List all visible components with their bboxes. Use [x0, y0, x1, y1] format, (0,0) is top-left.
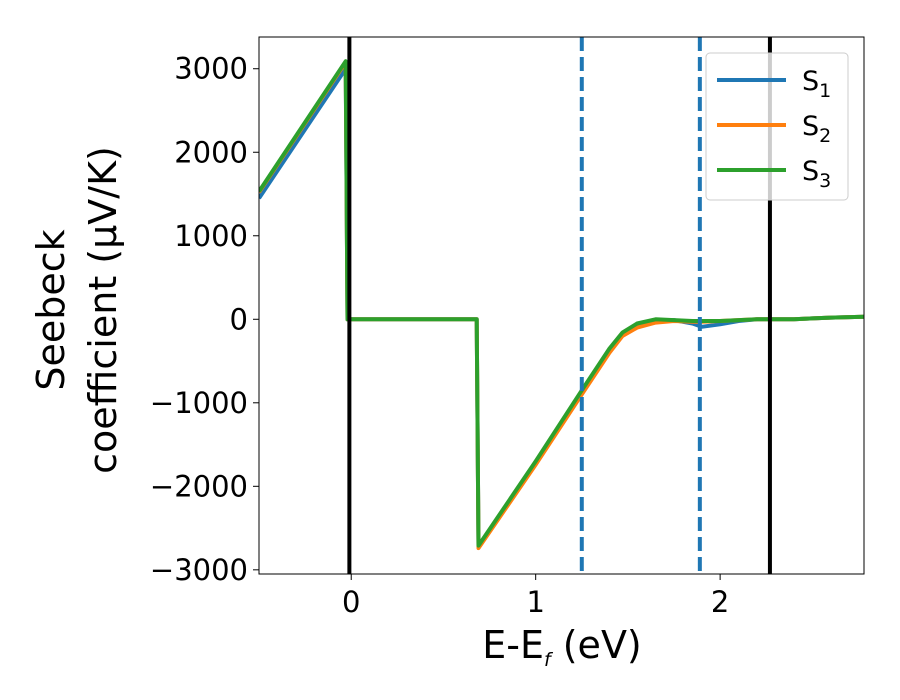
series-line-s3	[259, 59, 864, 548]
y-tick-label: 1000	[174, 219, 248, 253]
legend: S1 S2 S3	[705, 52, 849, 201]
x-axis-label-main: E-E	[482, 623, 544, 667]
x-axis-label: E-Ef (eV)	[482, 623, 642, 671]
y-tick-label: −3000	[150, 553, 248, 587]
y-axis-label-line1: Seebeck	[29, 229, 73, 390]
y-tick-label: 2000	[174, 135, 248, 169]
legend-label-s3: S3	[802, 156, 831, 192]
legend-label-s2: S2	[802, 111, 831, 147]
y-tick-label: 3000	[174, 52, 248, 86]
y-tick-label: −1000	[150, 386, 248, 420]
y-tick-label: −2000	[150, 469, 248, 503]
x-axis-label-sub: f	[544, 649, 554, 671]
y-axis-label: Seebeck coefficient (μV/K)	[29, 146, 125, 474]
x-tick-label: 1	[526, 585, 544, 619]
x-tick-label: 0	[342, 585, 360, 619]
x-tick-label: 2	[711, 585, 729, 619]
y-tick-label: 0	[230, 302, 248, 336]
x-axis-label-unit: (eV)	[551, 623, 642, 667]
plot-frame	[258, 36, 865, 575]
y-axis-label-line2: coefficient (μV/K)	[81, 146, 125, 474]
legend-label-s1: S1	[802, 66, 831, 102]
x-axis: 0 1 2	[342, 574, 729, 619]
y-axis: −3000 −2000 −1000 0 1000 2000 3000	[150, 52, 259, 587]
